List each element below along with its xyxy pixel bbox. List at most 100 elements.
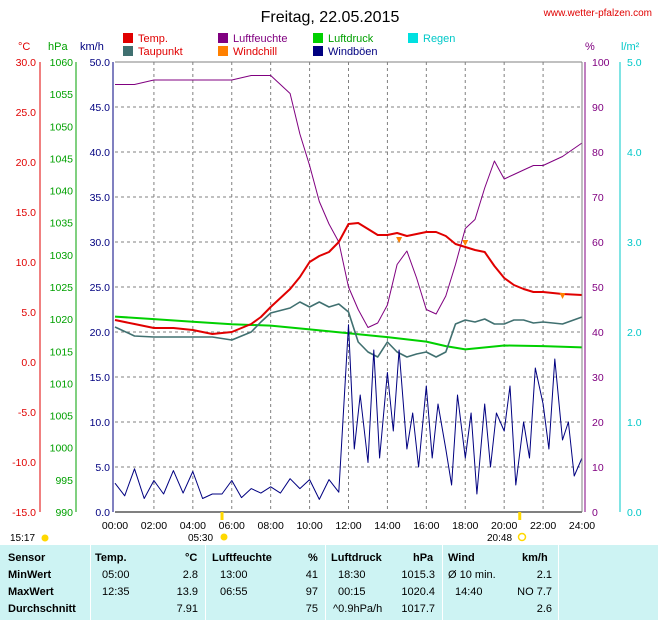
legend-label-pressure: Luftdruck	[328, 33, 374, 45]
rain-tick-label: 2.0	[627, 327, 642, 339]
wind-tick-label: 35.0	[90, 192, 111, 204]
stats-temp-value: 2.8	[182, 569, 198, 581]
temp-tick-label: 0.0	[21, 357, 36, 369]
wind-tick-label: 15.0	[90, 372, 111, 384]
stats-header-row: Sensor Temp. °C Luftfeuchte % Luftdruck …	[0, 550, 658, 567]
temp-tick-label: -5.0	[18, 407, 36, 419]
series-line-temp	[114, 222, 583, 335]
temp-tick-label: -15.0	[12, 507, 36, 519]
temp-tick-label: -10.0	[12, 457, 36, 469]
temp-tick-label: 5.0	[21, 307, 36, 319]
sunrise-icon	[220, 533, 228, 541]
windchill-marker	[462, 240, 469, 246]
plot-grid	[115, 62, 582, 512]
stats-row-min: MinWert 05:00 2.8 13:00 41 18:30 1015.3 …	[0, 567, 658, 584]
pressure-tick-label: 1020	[50, 314, 74, 326]
pressure-tick-label: 1030	[50, 250, 74, 262]
stats-pressure-value: 1015.3	[401, 569, 435, 581]
legend-swatch-pressure	[313, 33, 323, 43]
stats-temp-time: 05:00	[102, 569, 130, 581]
wind-unit-label: km/h	[80, 41, 104, 53]
pressure-tick-label: 1060	[50, 57, 74, 69]
stats-header-wind: Wind	[448, 552, 475, 564]
site-link[interactable]: www.wetter-pfalzen.com	[543, 8, 652, 19]
pressure-unit-label: hPa	[48, 41, 68, 53]
time-tick-label: 04:00	[180, 520, 206, 532]
rain-tick-label: 1.0	[627, 417, 642, 429]
data-series	[114, 75, 583, 513]
stats-divider	[325, 545, 326, 620]
stats-header-wind-unit: km/h	[522, 552, 548, 564]
wind-tick-label: 10.0	[90, 417, 111, 429]
time-tick-label: 14:00	[374, 520, 400, 532]
stats-pressure-time: 00:15	[338, 586, 366, 598]
wind-tick-label: 0.0	[95, 507, 110, 519]
rain-tick-label: 4.0	[627, 147, 642, 159]
stats-pressure-time: 18:30	[338, 569, 366, 581]
stats-table: Sensor Temp. °C Luftfeuchte % Luftdruck …	[0, 545, 658, 620]
time-tick-label: 18:00	[452, 520, 478, 532]
stats-temp-value: 13.9	[176, 586, 198, 598]
time-axis: 00:00 02:00 04:00 06:00 08:00 10:00 12:00 14:00…	[102, 520, 595, 532]
stats-humidity-value: 41	[305, 569, 318, 581]
series-line-taupunkt	[114, 301, 583, 358]
humidity-unit-label: %	[585, 41, 595, 53]
humidity-tick-label: 0	[592, 507, 598, 519]
legend-swatch-rain	[408, 33, 418, 43]
left-axes: 30.0 25.0 20.0 15.0 10.0 5.0 0.0 -5.0 -10.0 -15.0…	[12, 57, 114, 519]
humidity-tick-label: 30	[592, 372, 604, 384]
moonset-time: 15:17	[10, 533, 35, 544]
stats-humidity-value: 97	[305, 586, 318, 598]
humidity-tick-label: 40	[592, 327, 604, 339]
legend-swatch-humidity	[218, 33, 228, 43]
windchill-marker	[559, 293, 566, 299]
time-tick-label: 24:00	[569, 520, 595, 532]
wind-tick-label: 45.0	[90, 102, 111, 114]
temp-tick-label: 30.0	[16, 57, 37, 69]
humidity-tick-label: 50	[592, 282, 604, 294]
stats-row-max: MaxWert 12:35 13.9 06:55 97 00:15 1020.4…	[0, 584, 658, 601]
wind-tick-label: 30.0	[90, 237, 111, 249]
stats-wind-value: 2.1	[536, 569, 552, 581]
plot-frame	[115, 61, 583, 520]
pressure-tick-label: 1035	[50, 218, 74, 230]
legend-swatch-gusts	[313, 46, 323, 56]
stats-row-label: MinWert	[8, 569, 52, 581]
rain-tick-label: 0.0	[627, 507, 642, 519]
chart-background	[0, 0, 658, 545]
stats-divider	[558, 545, 559, 620]
stats-divider	[442, 545, 443, 620]
wind-tick-label: 50.0	[90, 57, 111, 69]
time-tick-label: 12:00	[335, 520, 361, 532]
humidity-tick-label: 90	[592, 102, 604, 114]
humidity-tick-label: 60	[592, 237, 604, 249]
time-tick-label: 08:00	[258, 520, 284, 532]
series-line-windböen	[114, 324, 583, 500]
stats-divider	[205, 545, 206, 620]
sun-markers: 15:17 05:30 20:48	[10, 532, 527, 544]
wind-tick-label: 40.0	[90, 147, 111, 159]
stats-header-sensor: Sensor	[8, 552, 46, 564]
legend-swatch-windchill	[218, 46, 228, 56]
chart-title: Freitag, 22.05.2015	[261, 9, 400, 26]
sunset-time: 20:48	[487, 533, 512, 544]
legend-label-temp: Temp.	[138, 33, 168, 45]
legend-label-humidity: Luftfeuchte	[233, 33, 287, 45]
stats-pressure-value: 1017.7	[401, 603, 435, 615]
pressure-tick-label: 1015	[50, 346, 74, 358]
sunrise-time: 05:30	[188, 533, 213, 544]
stats-humidity-time: 13:00	[220, 569, 248, 581]
time-tick-label: 06:00	[219, 520, 245, 532]
stats-header-pressure: Luftdruck	[331, 552, 382, 564]
weather-chart: Freitag, 22.05.2015 www.wetter-pfalzen.c…	[0, 0, 658, 545]
stats-row-label: MaxWert	[8, 586, 54, 598]
time-tick-label: 10:00	[296, 520, 322, 532]
legend-label-gusts: Windböen	[328, 46, 378, 58]
temp-unit-label: °C	[18, 41, 30, 53]
stats-header-temp: Temp.	[95, 552, 127, 564]
legend-swatch-temp	[123, 33, 133, 43]
temp-tick-label: 15.0	[16, 207, 37, 219]
pressure-tick-label: 1050	[50, 121, 74, 133]
sunset-icon	[517, 532, 527, 542]
